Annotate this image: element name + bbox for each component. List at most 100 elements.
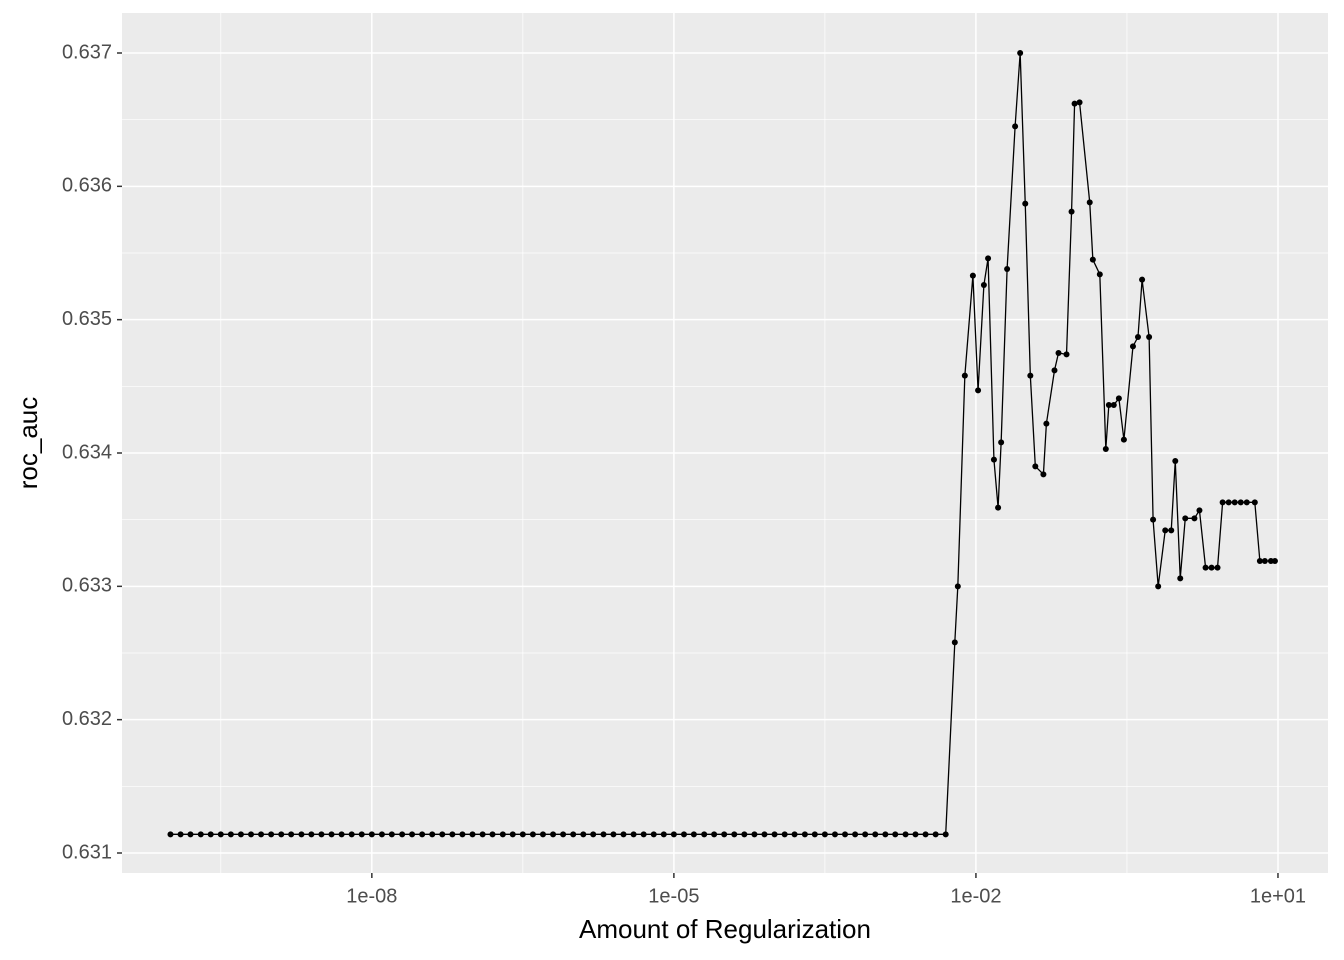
x-tick-label: 1e+01 bbox=[1250, 885, 1306, 907]
point bbox=[539, 831, 546, 838]
line bbox=[170, 52, 1275, 835]
point bbox=[731, 831, 738, 838]
point bbox=[781, 831, 788, 838]
point bbox=[1271, 558, 1278, 564]
point bbox=[954, 583, 961, 590]
y-tick-label: 0.632 bbox=[62, 708, 112, 730]
point bbox=[1076, 99, 1083, 106]
point bbox=[660, 831, 667, 838]
point bbox=[640, 831, 647, 838]
point bbox=[449, 831, 456, 838]
point bbox=[1150, 516, 1157, 523]
point bbox=[187, 831, 194, 838]
point bbox=[1068, 208, 1075, 215]
point bbox=[1063, 351, 1070, 358]
point bbox=[932, 831, 939, 838]
point bbox=[1129, 343, 1136, 350]
point bbox=[1022, 200, 1029, 207]
y-tick-label: 0.633 bbox=[62, 575, 112, 597]
point bbox=[529, 831, 536, 838]
point bbox=[378, 831, 385, 838]
point bbox=[278, 831, 285, 838]
point bbox=[912, 831, 919, 838]
point bbox=[248, 831, 255, 838]
point bbox=[1096, 271, 1103, 278]
y-tick-label: 0.635 bbox=[62, 308, 112, 330]
point bbox=[1105, 402, 1112, 408]
point bbox=[298, 831, 305, 838]
y-tick-label: 0.636 bbox=[62, 175, 112, 197]
point bbox=[951, 639, 958, 646]
point bbox=[902, 831, 909, 838]
point bbox=[761, 831, 768, 838]
point bbox=[1208, 564, 1215, 571]
point bbox=[998, 439, 1005, 446]
point bbox=[680, 831, 687, 838]
point bbox=[1225, 499, 1232, 506]
point bbox=[801, 831, 808, 838]
point bbox=[358, 831, 365, 838]
y-tick-label: 0.634 bbox=[62, 441, 112, 463]
point bbox=[1043, 420, 1050, 427]
point bbox=[1115, 395, 1122, 402]
point bbox=[197, 831, 204, 838]
point bbox=[1172, 458, 1179, 464]
point bbox=[580, 831, 587, 838]
point bbox=[1251, 499, 1258, 506]
point bbox=[1004, 266, 1011, 272]
point bbox=[1261, 558, 1268, 564]
point bbox=[338, 831, 345, 838]
point bbox=[690, 831, 697, 838]
point bbox=[1243, 499, 1250, 506]
point bbox=[308, 831, 315, 838]
point bbox=[942, 831, 949, 838]
point bbox=[409, 831, 416, 838]
point bbox=[842, 831, 849, 838]
point bbox=[1102, 446, 1109, 452]
point bbox=[980, 282, 987, 288]
point bbox=[990, 456, 997, 463]
point bbox=[1162, 527, 1169, 534]
point bbox=[1196, 507, 1203, 514]
point bbox=[1089, 256, 1096, 263]
point bbox=[388, 831, 395, 838]
point bbox=[1134, 334, 1141, 340]
point bbox=[318, 831, 325, 838]
point bbox=[1055, 350, 1062, 356]
point bbox=[1155, 583, 1162, 590]
point bbox=[1202, 564, 1209, 571]
x-axis-title: Amount of Regularization bbox=[579, 914, 871, 944]
point bbox=[975, 387, 982, 394]
point bbox=[519, 831, 526, 838]
point bbox=[328, 831, 335, 838]
point bbox=[1177, 575, 1184, 582]
point bbox=[852, 831, 859, 838]
x-tick-label: 1e-02 bbox=[950, 885, 1001, 907]
point bbox=[922, 831, 929, 838]
point bbox=[969, 272, 976, 279]
point bbox=[368, 831, 375, 838]
point bbox=[590, 831, 597, 838]
x-tick-label: 1e-05 bbox=[648, 885, 699, 907]
point bbox=[1110, 402, 1117, 408]
point bbox=[1012, 123, 1019, 130]
point bbox=[479, 831, 486, 838]
point bbox=[1017, 50, 1024, 56]
point bbox=[1027, 372, 1034, 379]
point bbox=[1032, 463, 1039, 470]
point bbox=[1071, 100, 1078, 107]
point bbox=[288, 831, 295, 838]
panel-background bbox=[122, 13, 1328, 873]
point bbox=[550, 831, 557, 838]
point bbox=[821, 831, 828, 838]
point bbox=[1120, 436, 1127, 443]
point bbox=[268, 831, 275, 838]
point bbox=[1182, 515, 1189, 522]
point bbox=[489, 831, 496, 838]
point bbox=[771, 831, 778, 838]
point bbox=[721, 831, 728, 838]
point bbox=[560, 831, 567, 838]
point bbox=[831, 831, 838, 838]
point bbox=[650, 831, 657, 838]
point bbox=[630, 831, 637, 838]
